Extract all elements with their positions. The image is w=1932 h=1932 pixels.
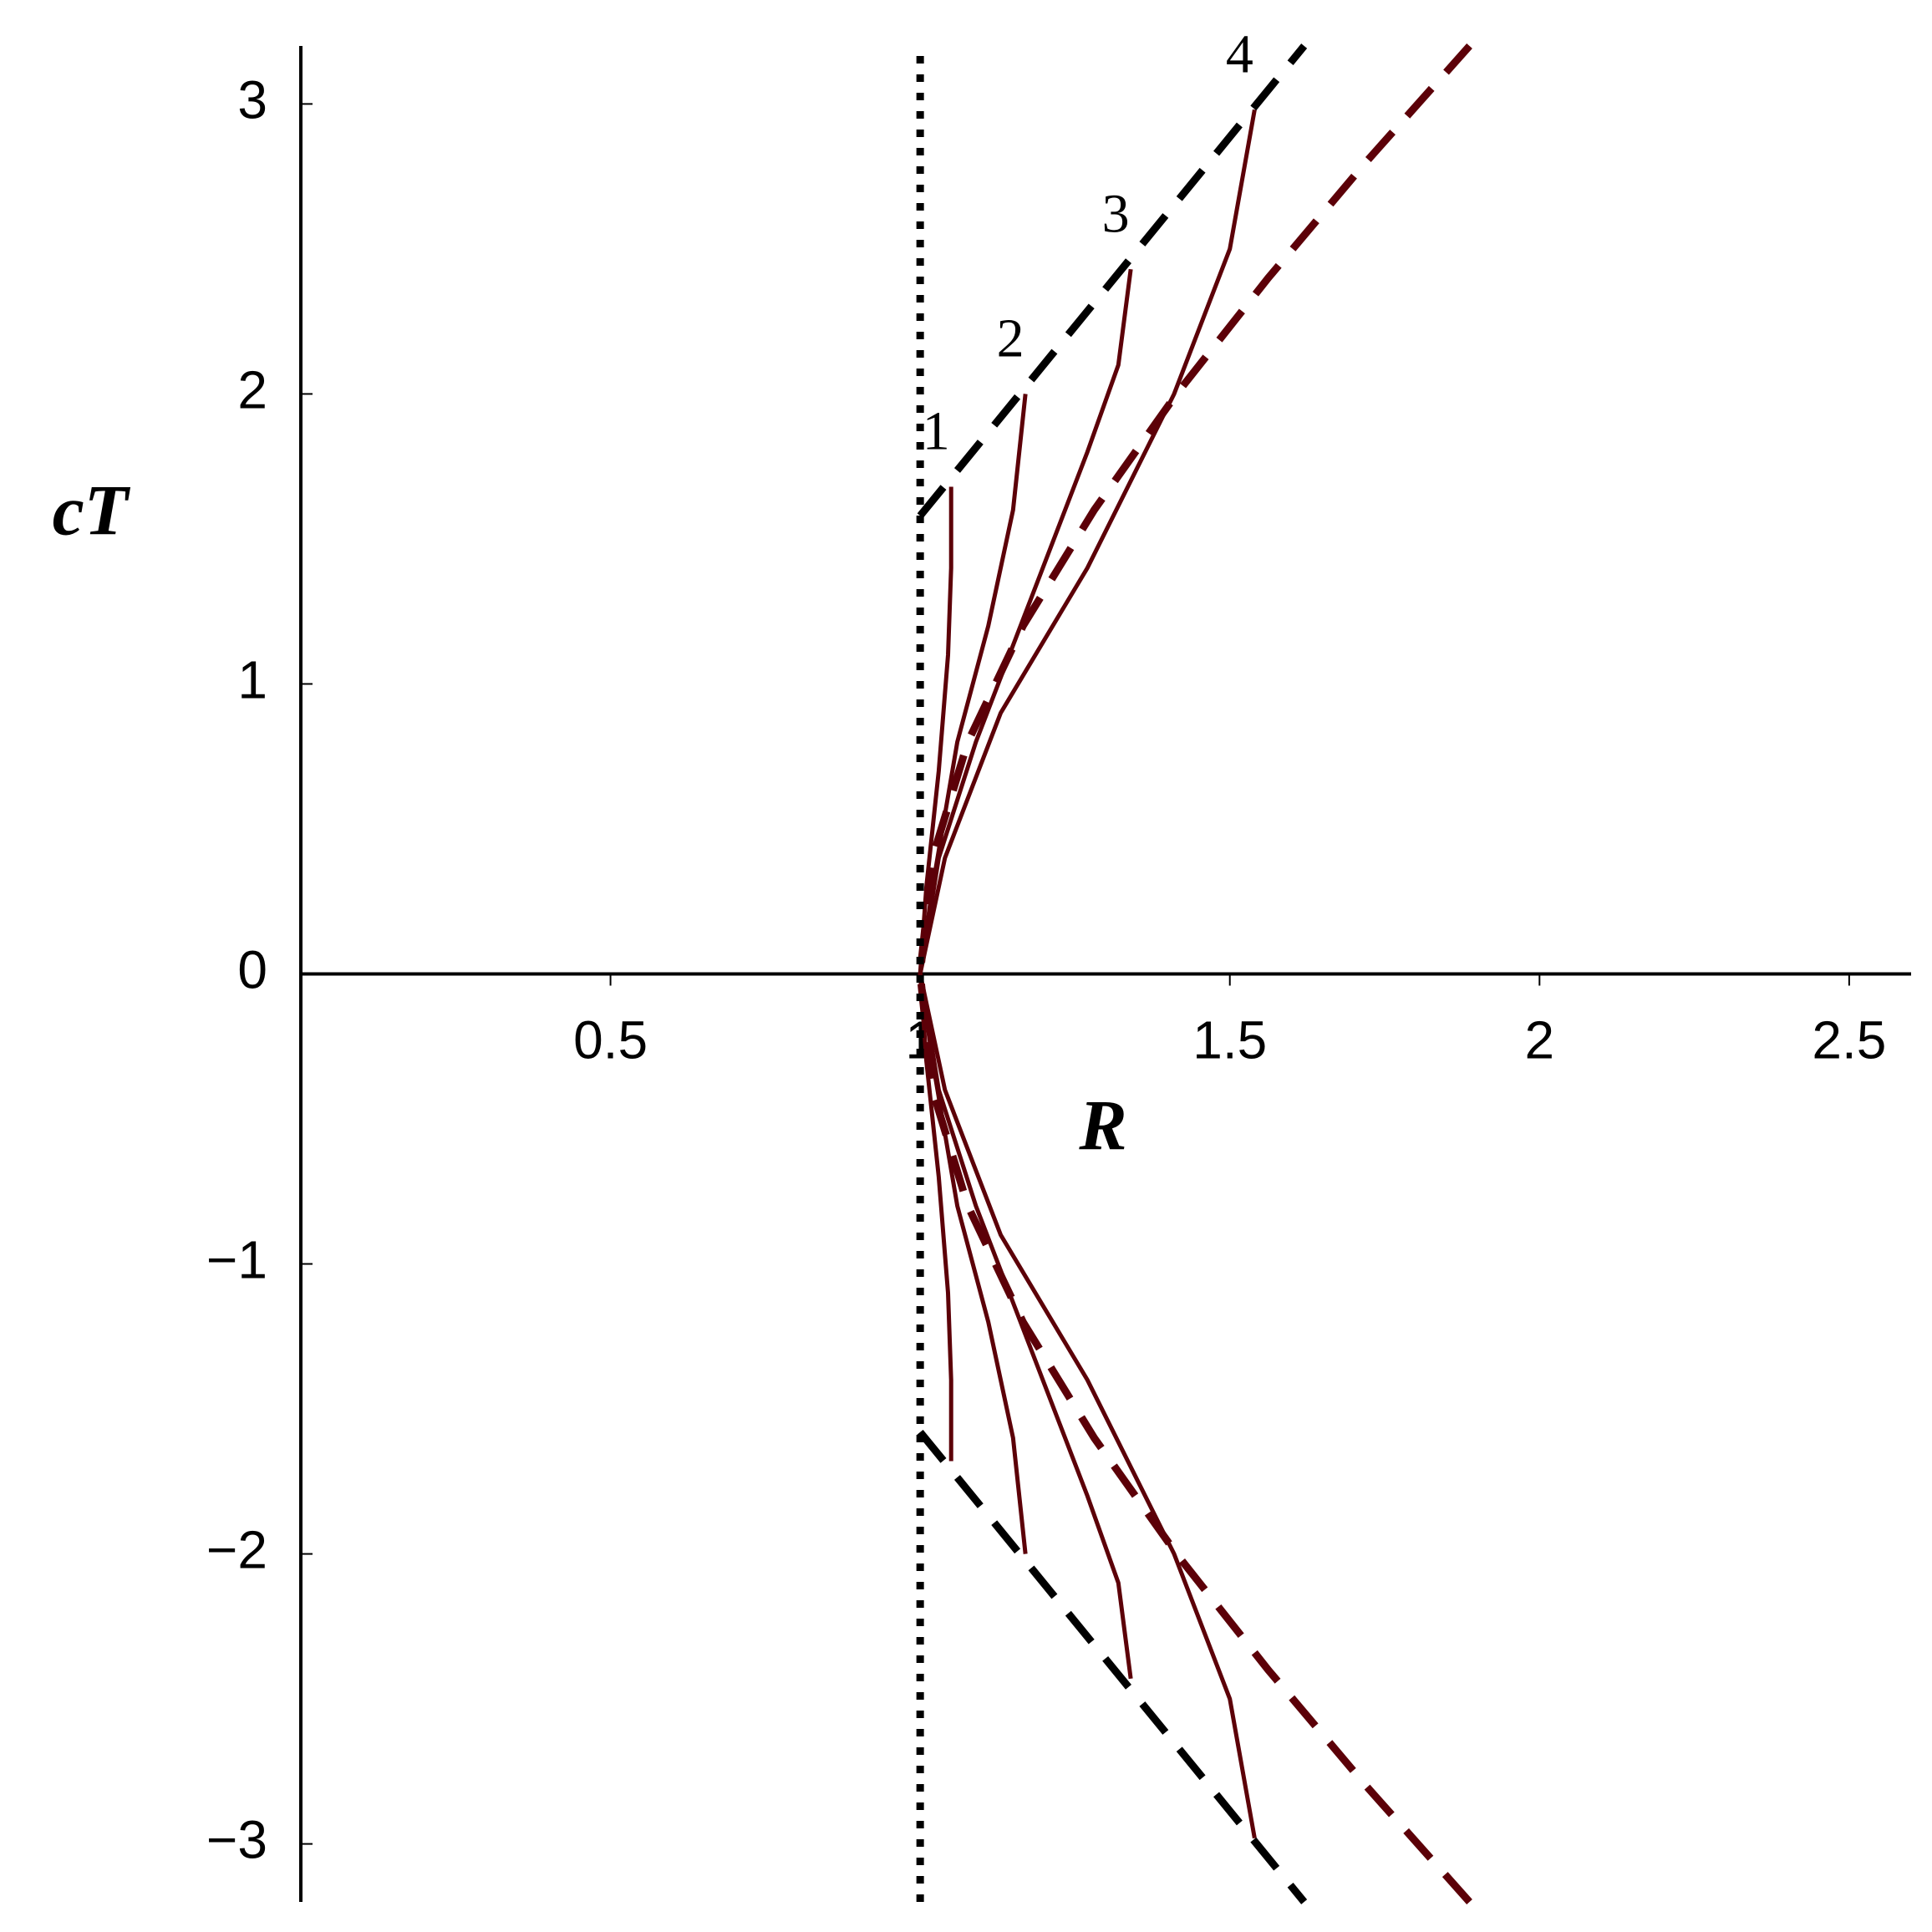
x-tick-label: 2.5 (1812, 1009, 1886, 1070)
y-tick-label: 0 (237, 939, 267, 999)
y-axis-label: cT (53, 470, 131, 551)
curve-label: 1 (923, 401, 950, 462)
x-tick-label: 2 (1525, 1009, 1555, 1070)
curve-label: 2 (997, 308, 1024, 369)
y-tick-label: 3 (237, 69, 267, 130)
curve-label: 3 (1102, 183, 1130, 244)
x-tick-label: 0.5 (573, 1009, 648, 1070)
curve (918, 109, 1257, 1839)
x-tick-label: 1.5 (1192, 1009, 1267, 1070)
y-tick-label: 2 (237, 359, 267, 419)
y-tick-label: −1 (206, 1229, 267, 1289)
curve (917, 1429, 1308, 1904)
y-tick-label: −2 (206, 1519, 267, 1579)
y-tick-label: −3 (206, 1810, 267, 1870)
x-axis-label: R (1078, 1085, 1126, 1166)
y-tick-label: 1 (237, 649, 267, 709)
curve (917, 43, 1308, 519)
curve-label: 4 (1226, 23, 1253, 84)
